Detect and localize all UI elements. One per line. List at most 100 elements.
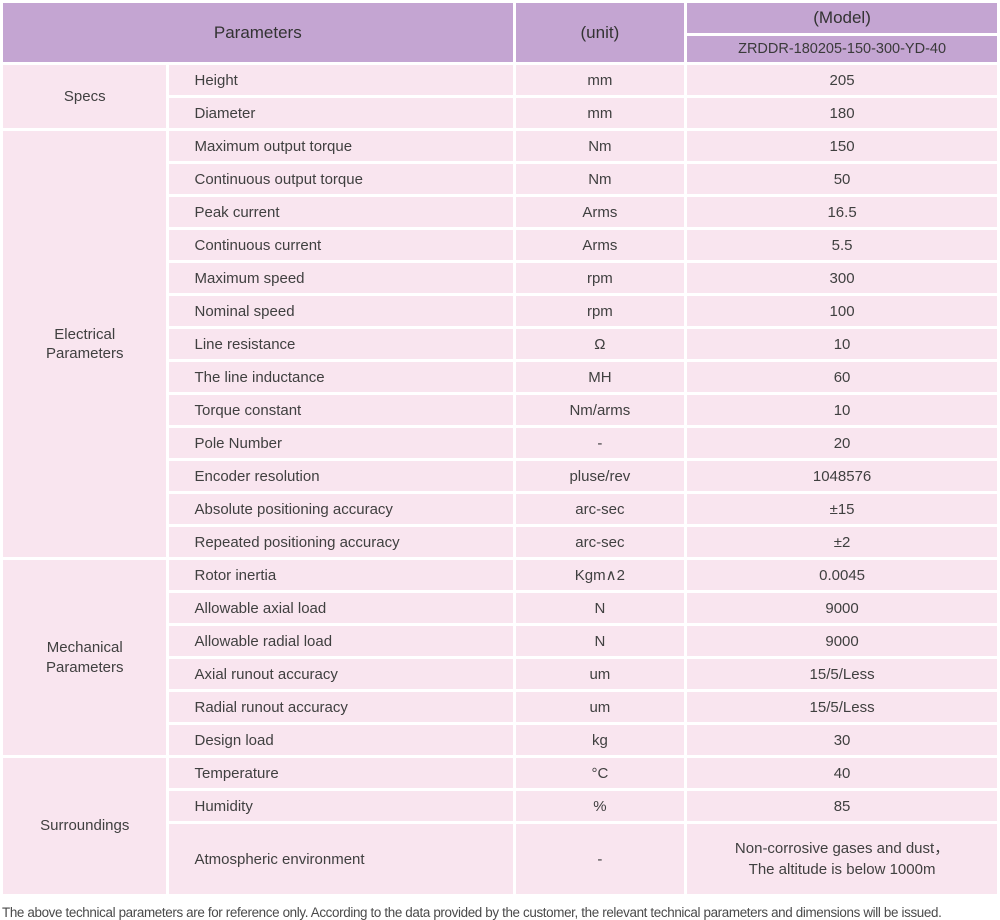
table-row: Diameter mm 180 <box>3 98 997 128</box>
value-cell: 30 <box>687 725 997 755</box>
section-label: Surroundings <box>40 817 130 835</box>
param-name-cell: Rotor inertia <box>169 560 513 590</box>
table-row: Humidity% 85 <box>3 791 997 821</box>
value-cell: 5.5 <box>687 230 997 260</box>
value-cell: 10 <box>687 329 997 359</box>
section-label: Mechanical Parameters <box>45 639 124 676</box>
param-name-cell: Encoder resolution <box>169 461 513 491</box>
unit-cell: Arms <box>515 230 685 260</box>
param-name-cell: Continuous output torque <box>169 164 513 194</box>
unit-cell: rpm <box>515 296 685 326</box>
unit-cell: - <box>515 428 685 458</box>
value-cell: 15/5/Less <box>687 692 997 722</box>
unit-cell: Nm <box>515 164 685 194</box>
unit-cell: um <box>515 659 685 689</box>
spec-table-header: Parameters (unit) (Model) ZRDDR-180205-1… <box>3 3 997 62</box>
unit-cell: pluse/rev <box>515 461 685 491</box>
param-name-cell: Peak current <box>169 197 513 227</box>
unit-cell: arc-sec <box>515 527 685 557</box>
unit-cell: Kgm∧2 <box>515 560 685 590</box>
table-row: Maximum speed rpm 300 <box>3 263 997 293</box>
table-row: Electrical Parameters Maximum output torq… <box>3 131 997 557</box>
table-row: Radial runout accuracy um 15/5/Less <box>3 692 997 722</box>
value-cell: 100 <box>687 296 997 326</box>
value-cell: 9000 <box>687 626 997 656</box>
param-name-cell: Torque constant <box>169 395 513 425</box>
param-name-cell: Absolute positioning accuracy <box>169 494 513 524</box>
value-cell: 205 <box>687 65 997 95</box>
unit-cell: N <box>515 593 685 623</box>
unit-cell: arc-sec <box>515 494 685 524</box>
param-name-cell: Maximum output torque <box>169 131 513 161</box>
section-label: Specs <box>63 87 106 105</box>
value-cell: Non-corrosive gases and dust， The altitu… <box>687 824 997 894</box>
section-label-cell: Surroundings <box>3 758 167 894</box>
unit-cell: Nm/arms <box>515 395 685 425</box>
model-header: (Model) <box>687 3 997 33</box>
model-code: ZRDDR-180205-150-300-YD-40 <box>687 36 997 62</box>
param-name-cell: Pole Number <box>169 428 513 458</box>
value-cell: 15/5/Less <box>687 659 997 689</box>
table-row: Pole Number -20 <box>3 428 997 458</box>
param-name-cell: Nominal speed <box>169 296 513 326</box>
param-name-cell: Repeated positioning accuracy <box>169 527 513 557</box>
param-name-cell: Continuous current <box>169 230 513 260</box>
value-cell: 300 <box>687 263 997 293</box>
param-name-cell: Temperature <box>169 758 513 788</box>
unit-cell: % <box>515 791 685 821</box>
unit-header: (unit) <box>515 3 685 62</box>
param-name-cell: Line resistance <box>169 329 513 359</box>
value-cell: 20 <box>687 428 997 458</box>
table-row: Specs Height mm 205 <box>3 65 997 128</box>
unit-cell: MH <box>515 362 685 392</box>
table-row: Repeated positioning accuracy arc-sec ±2 <box>3 527 997 557</box>
value-cell: 16.5 <box>687 197 997 227</box>
header-row-1: Parameters (unit) (Model) <box>3 3 997 62</box>
header-row-2: ZRDDR-180205-150-300-YD-40 <box>3 36 997 62</box>
section-label-cell: Mechanical Parameters <box>3 560 167 755</box>
section-label-cell: Electrical Parameters <box>3 131 167 557</box>
param-name-cell: Allowable radial load <box>169 626 513 656</box>
param-name-cell: Height <box>169 65 513 95</box>
unit-cell: kg <box>515 725 685 755</box>
table-row: Nominal speed rpm 100 <box>3 296 997 326</box>
section-label: Electrical Parameters <box>45 325 124 363</box>
table-row: Continuous current Arms 5.5 <box>3 230 997 260</box>
table-row: Absolute positioning accuracy arc-sec ±15 <box>3 494 997 524</box>
table-row: The line inductance MH 60 <box>3 362 997 392</box>
section-label-cell: Specs <box>3 65 167 128</box>
unit-cell: Nm <box>515 131 685 161</box>
unit-cell: Ω <box>515 329 685 359</box>
value-cell: 150 <box>687 131 997 161</box>
table-row: Torque constant Nm/arms 10 <box>3 395 997 425</box>
value-cell: ±15 <box>687 494 997 524</box>
table-row: Design load kg 30 <box>3 725 997 755</box>
table-row: Line resistance Ω 10 <box>3 329 997 359</box>
unit-cell: um <box>515 692 685 722</box>
param-name-cell: Maximum speed <box>169 263 513 293</box>
spec-table-body: Specs Height mm 205 Diameter mm 180 Electrical … <box>3 65 997 894</box>
table-row: Surroundings Temperature °C 40 <box>3 758 997 894</box>
param-name-cell: Humidity <box>169 791 513 821</box>
table-row: Axial runout accuracy um 15/5/Less <box>3 659 997 689</box>
table-row: Continuous output torque Nm 50 <box>3 164 997 194</box>
value-cell: 10 <box>687 395 997 425</box>
unit-cell: N <box>515 626 685 656</box>
value-cell: 60 <box>687 362 997 392</box>
unit-cell: mm <box>515 98 685 128</box>
value-cell: ±2 <box>687 527 997 557</box>
param-name-cell: Diameter <box>169 98 513 128</box>
value-cell: 40 <box>687 758 997 788</box>
footer-note: The above technical parameters are for r… <box>2 905 942 920</box>
value-cell: 1048576 <box>687 461 997 491</box>
param-name-cell: Allowable axial load <box>169 593 513 623</box>
unit-cell: mm <box>515 65 685 95</box>
value-cell: 180 <box>687 98 997 128</box>
table-row: Peak current Arms 16.5 <box>3 197 997 227</box>
value-cell: 85 <box>687 791 997 821</box>
unit-cell: rpm <box>515 263 685 293</box>
value-cell: 50 <box>687 164 997 194</box>
unit-cell: °C <box>515 758 685 788</box>
param-name-cell: Radial runout accuracy <box>169 692 513 722</box>
